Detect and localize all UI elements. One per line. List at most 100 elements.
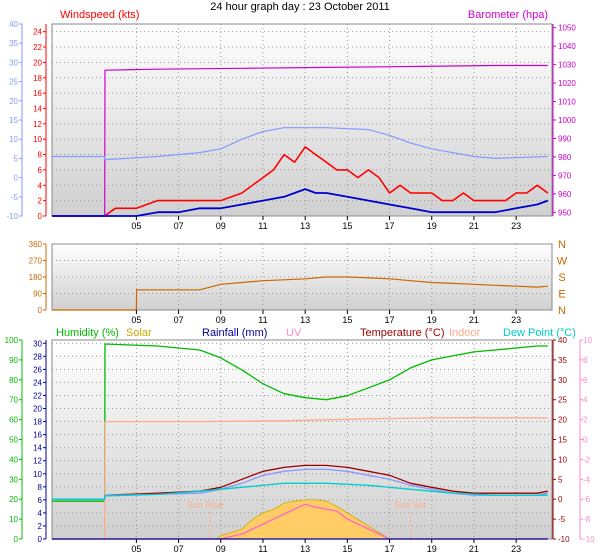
y-tick-label: 60 — [9, 416, 18, 425]
y-tick-label: -4 — [583, 475, 591, 484]
y-tick-label: 1000 — [558, 116, 576, 125]
x-tick-label: 13 — [300, 544, 310, 554]
y-tick-label: -5 — [558, 515, 566, 524]
chart-title: 24 hour graph day : 23 October 2011 — [210, 1, 390, 13]
x-tick-label: 17 — [385, 221, 395, 231]
x-tick-label: 17 — [385, 544, 395, 554]
y-tick-label: 28 — [33, 352, 42, 361]
y-tick-label: -5 — [11, 193, 19, 202]
y-tick-label: 14 — [33, 104, 42, 113]
y-tick-label: 1010 — [558, 98, 576, 107]
y-tick-label: 180 — [29, 273, 43, 282]
x-tick-label: 11 — [258, 221, 267, 231]
y-tick-label: 12 — [33, 457, 42, 466]
y-tick-label: 0 — [14, 174, 19, 183]
y-tick-label: 26 — [33, 365, 42, 374]
x-tick-label: 09 — [216, 221, 226, 231]
y-tick-label: 25 — [558, 396, 567, 405]
x-tick-label: 13 — [300, 315, 310, 325]
x-tick-label: 21 — [469, 544, 479, 554]
y-tick-label: 35 — [9, 39, 18, 48]
y-tick-label: 970 — [558, 171, 572, 180]
barometer-label: Barometer (hpa) — [468, 9, 548, 21]
sun-set-label: Sun Set — [394, 500, 427, 510]
y-tick-label: 360 — [29, 240, 43, 249]
x-tick-label: 23 — [511, 315, 521, 325]
x-tick-label: 15 — [342, 544, 352, 554]
x-tick-label: 07 — [174, 221, 184, 231]
y-tick-label: 24 — [33, 378, 42, 387]
y-tick-label: 22 — [33, 43, 42, 52]
y-tick-label: 22 — [33, 391, 42, 400]
y-tick-label: 20 — [9, 495, 18, 504]
y-tick-label: 100 — [5, 336, 19, 345]
y-tick-label: 0 — [14, 535, 19, 544]
y-tick-label: 10 — [9, 135, 18, 144]
y-tick-label: 960 — [558, 190, 572, 199]
y-tick-label: 5 — [558, 475, 563, 484]
y-tick-label: 15 — [9, 116, 18, 125]
indoor-series — [52, 416, 548, 540]
y-tick-label: 980 — [558, 153, 572, 162]
x-tick-label: 19 — [427, 544, 437, 554]
x-tick-label: 21 — [469, 221, 479, 231]
x-tick-label: 19 — [427, 221, 437, 231]
y-tick-label: 990 — [558, 134, 572, 143]
windavg-series — [52, 188, 549, 217]
humidity-label: Humidity (%) — [56, 327, 119, 339]
uv_line-series — [52, 503, 548, 540]
y-tick-label: 1020 — [558, 79, 576, 88]
dew-point-label: Dew Point (°C) — [503, 327, 576, 339]
x-tick-label: 15 — [342, 315, 352, 325]
y-tick-label: 950 — [558, 208, 572, 217]
x-tick-label: 23 — [511, 221, 521, 231]
axes-layer: -10-505101520253035400246810121416182022… — [5, 20, 595, 544]
compass-label: S — [558, 272, 565, 284]
solar-label: Solar — [126, 327, 152, 339]
x-tick-label: 07 — [174, 315, 184, 325]
y-tick-label: 20 — [9, 97, 18, 106]
wind-panel-background — [51, 23, 553, 217]
dew_point-series — [52, 482, 548, 500]
sun-rise-label: Sun Rise — [187, 500, 224, 510]
y-tick-label: 15 — [558, 436, 567, 445]
y-tick-label: 1030 — [558, 61, 576, 70]
y-tick-label: 8 — [38, 151, 43, 160]
y-tick-label: 30 — [9, 58, 18, 67]
y-tick-label: 12 — [33, 120, 42, 129]
y-tick-label: 0 — [583, 436, 588, 445]
x-tick-label: 07 — [174, 544, 184, 554]
solar-series — [215, 499, 392, 540]
y-tick-label: 2 — [38, 522, 43, 531]
y-tick-label: 25 — [9, 78, 18, 87]
y-tick-label: 90 — [9, 356, 18, 365]
y-tick-label: 20 — [33, 58, 42, 67]
x-tick-label: 05 — [131, 221, 141, 231]
y-tick-label: 40 — [9, 455, 18, 464]
x-tick-label: 19 — [427, 315, 437, 325]
y-tick-label: 8 — [583, 356, 588, 365]
compass-label: N — [558, 305, 566, 317]
temp_left_axis-series — [52, 127, 548, 161]
y-tick-label: 5 — [14, 154, 19, 163]
x-tick-label: 09 — [216, 315, 226, 325]
y-tick-label: 10 — [583, 336, 592, 345]
y-tick-label: 1050 — [558, 24, 576, 33]
x-tick-label: 15 — [342, 221, 352, 231]
x-tick-label: 05 — [131, 315, 141, 325]
y-tick-label: 16 — [33, 89, 42, 98]
y-tick-label: -10 — [6, 212, 18, 221]
y-tick-label: 6 — [583, 376, 588, 385]
compass-label: N — [558, 239, 566, 251]
y-tick-label: 16 — [33, 431, 42, 440]
x-tick-label: 13 — [300, 221, 310, 231]
y-tick-label: 30 — [9, 475, 18, 484]
humidity-series — [52, 343, 548, 502]
x-tick-label: 11 — [258, 315, 267, 325]
y-tick-label: 0 — [558, 495, 563, 504]
grid-layer — [52, 24, 552, 540]
series-layer — [52, 64, 549, 540]
compass-label: W — [557, 256, 568, 268]
